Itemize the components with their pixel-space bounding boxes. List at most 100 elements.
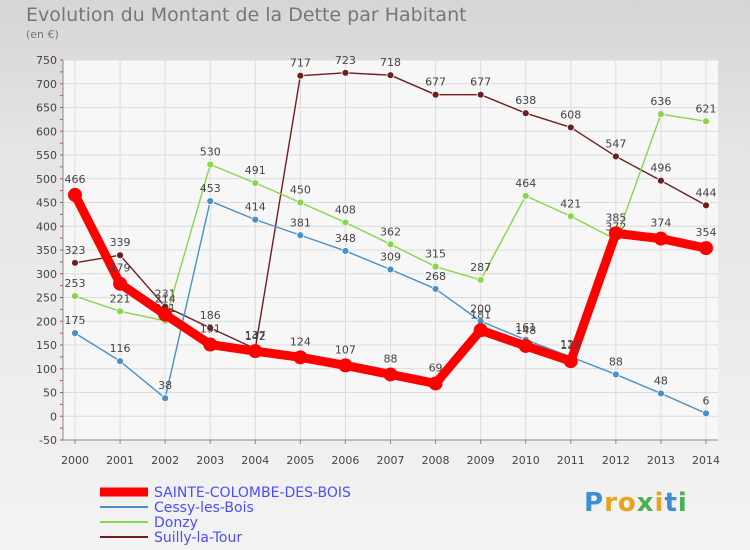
proxiti-logo: Proxiti <box>584 488 688 518</box>
x-tick-label: 2003 <box>196 454 224 467</box>
data-point <box>251 215 260 224</box>
data-label: 636 <box>650 95 671 108</box>
data-point <box>702 409 710 418</box>
y-tick-label: -50 <box>39 434 57 447</box>
data-label: 116 <box>110 342 131 355</box>
data-label: 221 <box>110 292 131 305</box>
data-point <box>341 247 350 255</box>
data-label: 348 <box>335 232 356 245</box>
logo-letter: t <box>664 488 678 518</box>
data-point <box>386 240 395 249</box>
data-label: 231 <box>155 288 176 301</box>
data-point <box>71 329 79 338</box>
data-label: 6 <box>703 394 710 407</box>
data-point <box>657 110 665 119</box>
data-label: 444 <box>696 186 717 199</box>
logo-letter: x <box>636 488 655 518</box>
data-label: 214 <box>155 293 176 306</box>
data-point <box>296 231 305 240</box>
data-label: 677 <box>425 76 446 89</box>
data-point <box>653 231 668 246</box>
data-point <box>521 109 530 118</box>
data-label: 38 <box>158 379 172 392</box>
data-point <box>611 152 620 161</box>
y-tick-label: 250 <box>36 292 57 305</box>
data-point <box>702 201 710 210</box>
y-tick-label: 500 <box>36 173 57 186</box>
x-tick-label: 2014 <box>692 454 720 467</box>
data-label: 124 <box>290 335 311 348</box>
data-point <box>657 176 665 185</box>
data-label: 374 <box>650 217 671 230</box>
x-tick-label: 2006 <box>331 454 359 467</box>
data-point <box>341 218 350 227</box>
data-point <box>206 160 215 169</box>
data-label: 677 <box>470 76 491 89</box>
x-tick-label: 2009 <box>467 454 495 467</box>
x-tick-label: 2010 <box>512 454 540 467</box>
y-tick-label: 100 <box>36 363 57 376</box>
data-label: 107 <box>335 343 356 356</box>
data-label: 414 <box>245 201 266 214</box>
logo-letter: i <box>677 488 688 518</box>
x-tick-label: 2001 <box>106 454 134 467</box>
x-tick-label: 2012 <box>602 454 630 467</box>
data-label: 385 <box>605 211 626 224</box>
logo-letter: i <box>654 488 665 518</box>
data-label: 315 <box>425 248 446 261</box>
data-label: 151 <box>200 323 221 336</box>
data-point <box>563 354 578 369</box>
data-point <box>386 71 395 80</box>
data-point <box>431 90 440 99</box>
y-tick-label: 400 <box>36 220 57 233</box>
data-point <box>431 262 440 271</box>
data-label: 148 <box>515 324 536 337</box>
y-tick-label: 0 <box>50 410 57 423</box>
data-point <box>431 285 440 293</box>
y-tick-label: 450 <box>36 197 57 210</box>
data-label: 408 <box>335 203 356 216</box>
data-point <box>657 389 665 398</box>
data-label: 253 <box>65 277 86 290</box>
data-label: 323 <box>65 244 86 257</box>
data-label: 450 <box>290 184 311 197</box>
y-tick-label: 150 <box>36 339 57 352</box>
logo-letter: r <box>604 488 618 518</box>
data-label: 717 <box>290 57 311 70</box>
data-label: 287 <box>470 261 491 274</box>
data-point <box>248 344 263 359</box>
data-point <box>702 117 710 126</box>
data-point <box>71 258 79 267</box>
data-point <box>251 179 260 187</box>
data-label: 161 <box>515 321 536 334</box>
data-point <box>206 323 215 332</box>
data-point <box>428 376 443 391</box>
data-point <box>608 226 623 241</box>
data-label: 530 <box>200 146 221 159</box>
data-point <box>206 197 215 205</box>
data-label: 453 <box>200 182 221 195</box>
logo-letter: P <box>584 488 605 518</box>
data-point <box>296 71 305 80</box>
data-point <box>518 338 533 353</box>
y-tick-label: 600 <box>36 125 57 138</box>
data-label: 491 <box>245 164 266 177</box>
data-point <box>341 68 350 77</box>
data-label: 638 <box>515 94 536 107</box>
data-label: 621 <box>696 102 717 115</box>
data-point <box>116 307 124 316</box>
x-tick-label: 2002 <box>151 454 179 467</box>
legend-label: Suilly-la-Tour <box>154 530 242 546</box>
legend-label: Donzy <box>154 515 198 531</box>
data-point <box>386 265 395 274</box>
data-label: 421 <box>560 197 581 210</box>
data-label: 466 <box>65 173 86 186</box>
chart-subtitle: (en €) <box>26 28 59 41</box>
data-point <box>296 198 305 207</box>
data-point <box>699 241 713 256</box>
y-tick-label: 300 <box>36 268 57 281</box>
x-tick-label: 2008 <box>422 454 450 467</box>
data-label: 279 <box>110 262 131 275</box>
x-tick-label: 2004 <box>241 454 269 467</box>
